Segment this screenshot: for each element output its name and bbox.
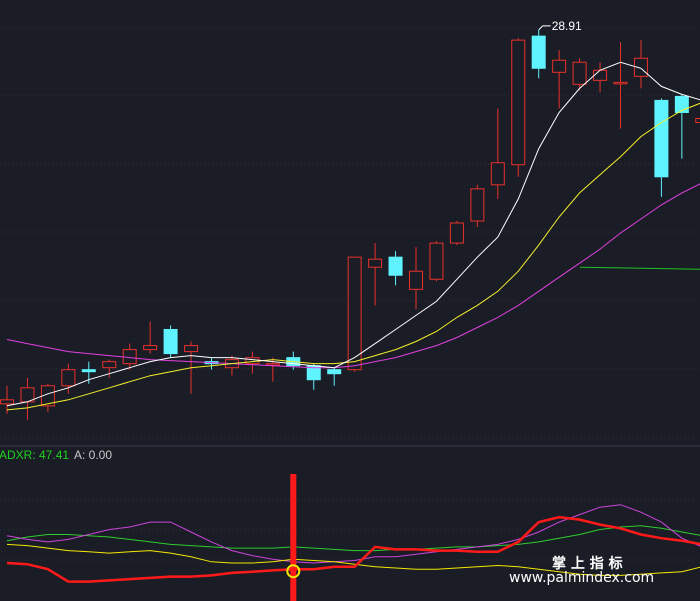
- candle-body: [613, 81, 628, 85]
- grid-lines: [0, 26, 700, 561]
- ma20-line: [6, 183, 700, 369]
- candle-body: [61, 369, 76, 387]
- candle-body: [163, 328, 178, 355]
- candle-body: [490, 162, 505, 186]
- indicator-yellow-line: [6, 543, 700, 576]
- high-marker-pointer: [538, 25, 551, 31]
- ma5-line: [6, 61, 700, 407]
- candle-body: [572, 61, 587, 85]
- adxr-label: ADXR: 47.41: [0, 448, 69, 462]
- candle-body: [654, 99, 669, 178]
- candle-body: [102, 361, 117, 369]
- indicator-magenta-line: [6, 504, 700, 564]
- candle-body: [531, 35, 546, 69]
- candle-body: [388, 256, 403, 276]
- candle-body: [265, 363, 280, 366]
- candle-body: [0, 399, 14, 405]
- candle-body: [347, 256, 362, 371]
- candle-body: [449, 222, 464, 244]
- price-panel: 28.91: [0, 19, 700, 420]
- indicator-red-line: [6, 515, 700, 583]
- candle-body: [593, 69, 608, 81]
- candle-body: [552, 59, 567, 73]
- candle-body: [511, 39, 526, 166]
- candle-body: [143, 345, 158, 351]
- candle-body: [429, 242, 444, 280]
- signal-marker: [286, 564, 301, 579]
- indicator-panel: [6, 474, 700, 601]
- a-label: A: 0.00: [74, 448, 112, 462]
- candle-body: [409, 270, 423, 290]
- candle-body: [368, 258, 383, 268]
- candle-body: [674, 95, 689, 113]
- flat-reference-line: [579, 266, 700, 270]
- candle-body: [122, 349, 137, 365]
- high-price-label: 28.91: [552, 19, 582, 33]
- ma10-line: [6, 102, 700, 411]
- candle-body: [81, 369, 96, 373]
- candle-body: [695, 118, 700, 124]
- signal-bar: [290, 474, 297, 601]
- watermark-cn: 掌 上 指 标: [552, 555, 623, 572]
- candle-body: [40, 385, 55, 407]
- candle-body: [470, 188, 485, 222]
- candle-body: [327, 369, 342, 375]
- watermark-url: www.palmindex.com: [509, 570, 654, 586]
- candle-body: [245, 357, 260, 365]
- candle-body: [184, 345, 199, 353]
